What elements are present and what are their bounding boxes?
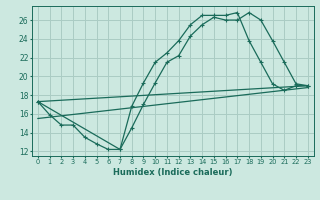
X-axis label: Humidex (Indice chaleur): Humidex (Indice chaleur) (113, 168, 233, 177)
